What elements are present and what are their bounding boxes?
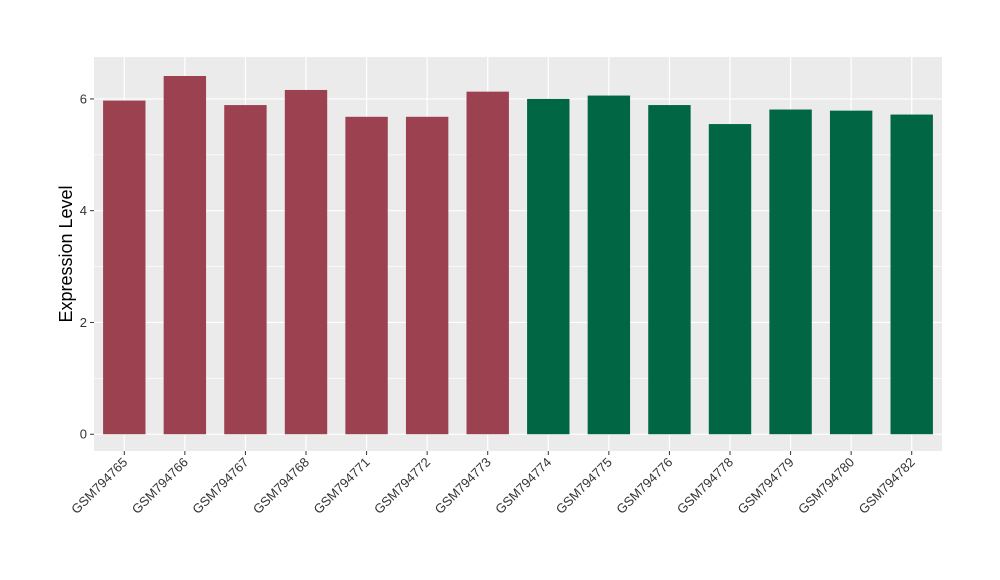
- bar-GSM794773: [466, 91, 509, 435]
- bar-GSM794774: [527, 98, 570, 435]
- plot-panel: [94, 57, 942, 451]
- y-axis-title: Expression Level: [56, 185, 76, 322]
- x-tick-label: GSM794767: [189, 455, 251, 517]
- bar-GSM794775: [587, 95, 631, 435]
- x-tick-label: GSM794775: [553, 455, 615, 517]
- bar-GSM794778: [708, 124, 752, 435]
- x-tick-label: GSM794779: [734, 455, 796, 517]
- x-tick-label: GSM794778: [674, 455, 736, 517]
- bar-GSM794768: [284, 89, 328, 435]
- bar-GSM794782: [890, 114, 933, 435]
- bar-GSM794772: [405, 116, 449, 435]
- x-axis: GSM794765GSM794766GSM794767GSM794768GSM7…: [68, 451, 918, 517]
- x-tick-label: GSM794773: [432, 455, 494, 517]
- x-tick-label: GSM794782: [856, 455, 918, 517]
- y-tick-label: 6: [80, 91, 87, 106]
- x-tick-label: GSM794765: [68, 455, 130, 517]
- bar-GSM794779: [769, 109, 812, 435]
- y-tick-label: 2: [80, 315, 87, 330]
- bar-GSM794780: [829, 110, 873, 435]
- x-tick-label: GSM794766: [129, 455, 191, 517]
- bar-GSM794767: [224, 105, 267, 435]
- x-tick-label: GSM794768: [250, 455, 312, 517]
- y-axis: 0 2 4 6: [80, 91, 94, 442]
- x-tick-label: GSM794771: [310, 455, 372, 517]
- bar-GSM794771: [345, 116, 388, 435]
- y-tick-label: 4: [80, 203, 87, 218]
- bar-GSM794776: [648, 105, 691, 435]
- x-tick-label: GSM794776: [613, 455, 675, 517]
- x-tick-label: GSM794780: [795, 455, 857, 517]
- x-tick-label: GSM794772: [371, 455, 433, 517]
- bars: [103, 76, 933, 435]
- x-tick-label: GSM794774: [492, 455, 554, 517]
- bar-GSM794765: [103, 100, 146, 435]
- bar-GSM794766: [163, 76, 207, 435]
- y-tick-label: 0: [80, 427, 87, 442]
